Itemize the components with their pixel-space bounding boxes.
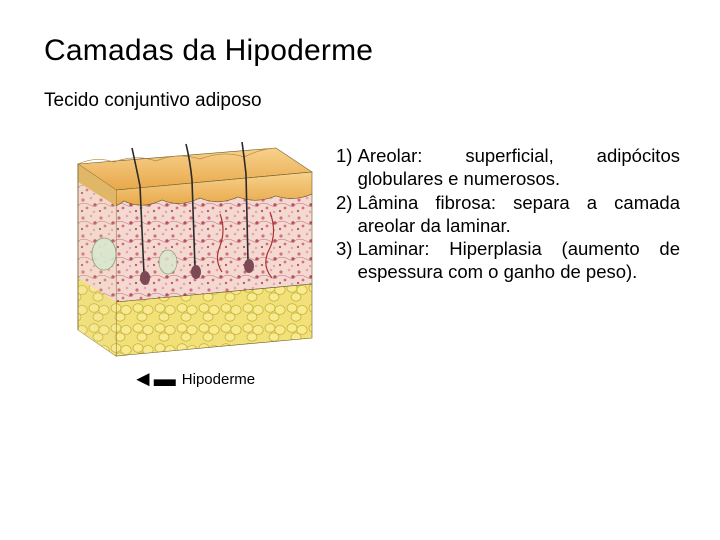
figure-caption: Hipoderme	[182, 371, 255, 388]
list-item: 1) Areolar: superficial, adipócitos glob…	[336, 144, 680, 191]
skin-diagram: ◄▬ Hipoderme	[44, 142, 324, 390]
figure-caption-row: ◄▬ Hipoderme	[44, 368, 324, 390]
list-number: 1)	[336, 144, 358, 191]
slide-subtitle: Tecido conjuntivo adiposo	[44, 90, 686, 112]
list-text: Lâmina fibrosa: separa a camada areolar …	[358, 191, 680, 238]
list-item: 2) Lâmina fibrosa: separa a camada areol…	[336, 191, 680, 238]
slide-title: Camadas da Hipoderme	[44, 34, 686, 68]
list-number: 3)	[336, 237, 358, 284]
arrow-left-icon: ◄▬	[132, 368, 176, 390]
layer-list: 1) Areolar: superficial, adipócitos glob…	[336, 142, 686, 284]
list-number: 2)	[336, 191, 358, 238]
content-row: ◄▬ Hipoderme 1) Areolar: superficial, ad…	[44, 142, 686, 390]
list-text: Areolar: superficial, adipócitos globula…	[358, 144, 680, 191]
list-text: Laminar: Hiperplasia (aumento de espessu…	[358, 237, 680, 284]
list-item: 3) Laminar: Hiperplasia (aumento de espe…	[336, 237, 680, 284]
